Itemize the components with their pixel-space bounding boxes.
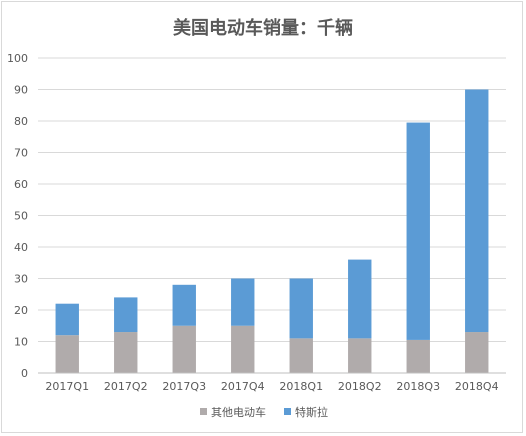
bar-tesla xyxy=(348,259,372,339)
bar-tesla xyxy=(172,284,196,326)
bar-tesla xyxy=(55,303,79,336)
y-tick-label: 20 xyxy=(14,304,28,317)
bar-tesla xyxy=(406,122,430,340)
bars xyxy=(55,89,489,373)
bar-other xyxy=(114,332,138,373)
bar-other xyxy=(406,339,430,373)
bar-other xyxy=(465,332,489,373)
legend: 其他电动车 特斯拉 xyxy=(200,405,328,419)
y-tick-label: 80 xyxy=(14,115,28,128)
y-tick-label: 60 xyxy=(14,178,28,191)
legend-swatch xyxy=(200,408,207,415)
x-tick-label: 2018Q1 xyxy=(279,380,323,393)
bar-tesla xyxy=(231,278,255,326)
bar-tesla xyxy=(465,89,489,333)
x-tick-label: 2018Q4 xyxy=(455,380,499,393)
x-tick-label: 2017Q4 xyxy=(221,380,265,393)
gridlines xyxy=(38,57,506,342)
bar-other xyxy=(348,338,372,373)
bar-other xyxy=(55,335,79,373)
x-tick-label: 2017Q2 xyxy=(104,380,148,393)
y-tick-label: 100 xyxy=(7,52,28,65)
y-tick-label: 0 xyxy=(21,367,28,380)
bar-tesla xyxy=(289,278,313,339)
legend-label: 其他电动车 xyxy=(211,405,266,419)
bar-other xyxy=(172,325,196,373)
legend-label: 特斯拉 xyxy=(295,405,328,419)
x-tick-label: 2017Q3 xyxy=(162,380,206,393)
y-axis-ticks: 0 10 20 30 40 50 60 70 80 90 100 xyxy=(7,52,28,380)
bar-tesla xyxy=(114,297,138,333)
x-tick-label: 2018Q3 xyxy=(396,380,440,393)
x-axis-ticks: 2017Q1 2017Q2 2017Q3 2017Q4 2018Q1 2018Q2 2018… xyxy=(45,380,498,393)
y-tick-label: 10 xyxy=(14,336,28,349)
x-tick-label: 2018Q2 xyxy=(338,380,382,393)
bar-other xyxy=(231,325,255,373)
legend-swatch xyxy=(284,408,291,415)
x-tick-label: 2017Q1 xyxy=(45,380,89,393)
y-tick-label: 30 xyxy=(14,273,28,286)
bar-other xyxy=(289,338,313,373)
y-tick-label: 40 xyxy=(14,241,28,254)
y-tick-label: 70 xyxy=(14,147,28,160)
y-tick-label: 50 xyxy=(14,210,28,223)
chart-title: 美国电动车销量：千辆 xyxy=(173,17,353,39)
y-tick-label: 90 xyxy=(14,84,28,97)
